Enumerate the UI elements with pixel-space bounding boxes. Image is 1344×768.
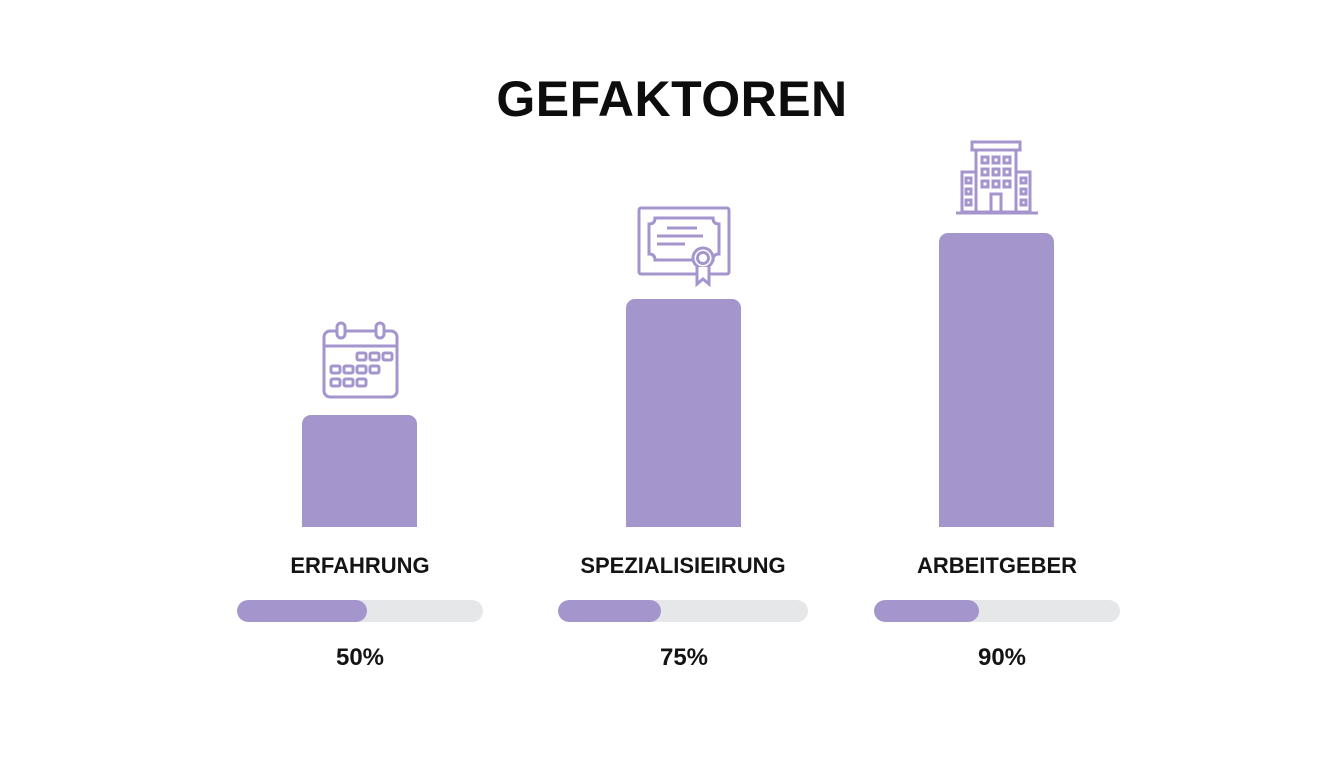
percent-value: 75%	[659, 644, 709, 671]
progress-fill	[237, 600, 367, 622]
bar-erfahrung	[302, 415, 417, 527]
progress-fill	[558, 600, 661, 622]
factor-label: ERFAHRUNG	[290, 553, 430, 578]
factor-label: SPEZIALISIEIRUNG	[580, 553, 786, 578]
bar-arbeitgeber	[939, 233, 1054, 527]
percent-value: 50%	[335, 644, 385, 671]
calendar-icon	[322, 321, 399, 399]
factor-label: ARBEITGEBER	[916, 553, 1078, 578]
bar-spezialisierung	[626, 299, 741, 527]
chart-title: GEFAKTOREN	[496, 71, 848, 127]
building-icon	[956, 140, 1038, 215]
certificate-icon	[637, 206, 731, 288]
progress-track	[237, 600, 483, 622]
percent-value: 90%	[977, 644, 1027, 671]
progress-fill	[874, 600, 979, 622]
progress-track	[874, 600, 1120, 622]
progress-track	[558, 600, 808, 622]
